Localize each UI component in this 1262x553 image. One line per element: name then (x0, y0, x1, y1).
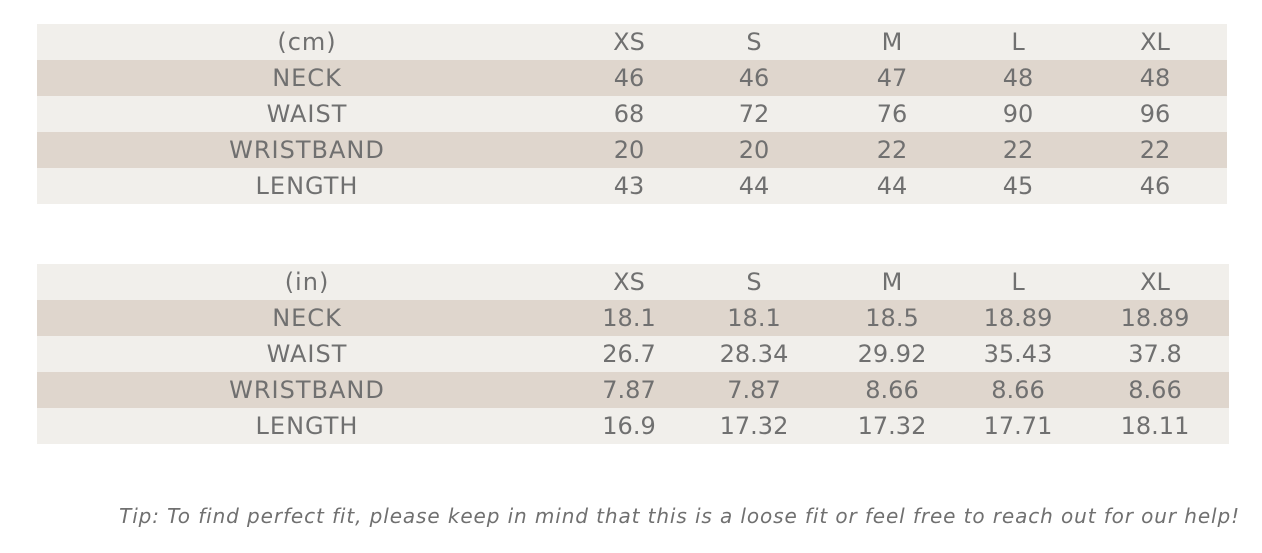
size-value: 18.1 (602, 304, 656, 332)
size-value: 46 (1139, 172, 1171, 200)
size-value: 37.8 (1128, 340, 1182, 368)
size-value: 18.1 (727, 304, 781, 332)
size-value: 17.32 (719, 412, 789, 440)
size-value: 7.87 (602, 376, 656, 404)
size-header: XS (613, 268, 645, 296)
size-value: 28.34 (719, 340, 789, 368)
size-value: 17.32 (857, 412, 927, 440)
unit-label: (cm) (277, 28, 337, 56)
size-header: S (746, 268, 762, 296)
size-value: 8.66 (865, 376, 919, 404)
measurement-label: NECK (272, 304, 342, 332)
size-value: 17.71 (983, 412, 1053, 440)
size-value: 43 (613, 172, 645, 200)
table-row: LENGTH 43 44 44 45 46 (37, 168, 1227, 204)
table-row: WAIST 26.7 28.34 29.92 35.43 37.8 (37, 336, 1229, 372)
size-header: L (1011, 28, 1025, 56)
size-header: S (746, 28, 762, 56)
size-table-cm: (cm) XS S M L XL NECK 46 46 47 48 48 WAIST 68 72 76 90 96… (37, 24, 1227, 204)
measurement-label: LENGTH (255, 412, 359, 440)
size-value: 90 (1002, 100, 1034, 128)
unit-label: (in) (284, 268, 330, 296)
size-value: 68 (613, 100, 645, 128)
measurement-label: LENGTH (255, 172, 359, 200)
table-row: NECK 46 46 47 48 48 (37, 60, 1227, 96)
measurement-label: NECK (272, 64, 342, 92)
table-row: LENGTH 16.9 17.32 17.32 17.71 18.11 (37, 408, 1229, 444)
size-value: 76 (876, 100, 908, 128)
size-value: 46 (613, 64, 645, 92)
size-value: 22 (1139, 136, 1171, 164)
size-value: 8.66 (1128, 376, 1182, 404)
size-value: 7.87 (727, 376, 781, 404)
size-table-in: (in) XS S M L XL NECK 18.1 18.1 18.5 18.89 18.89 WAI… (37, 264, 1229, 444)
size-value: 22 (876, 136, 908, 164)
size-value: 44 (738, 172, 770, 200)
size-header: XL (1140, 28, 1170, 56)
table-row: WRISTBAND 20 20 22 22 22 (37, 132, 1227, 168)
table-row: WAIST 68 72 76 90 96 (37, 96, 1227, 132)
size-value: 48 (1002, 64, 1034, 92)
size-value: 48 (1139, 64, 1171, 92)
table-header-row: (in) XS S M L XL (37, 264, 1229, 300)
size-value: 96 (1139, 100, 1171, 128)
size-header: L (1011, 268, 1025, 296)
size-header: M (881, 28, 903, 56)
size-value: 26.7 (602, 340, 656, 368)
table-row: NECK 18.1 18.1 18.5 18.89 18.89 (37, 300, 1229, 336)
size-value: 29.92 (857, 340, 927, 368)
measurement-label: WAIST (266, 100, 348, 128)
size-header: XL (1140, 268, 1170, 296)
size-value: 20 (738, 136, 770, 164)
measurement-label: WRISTBAND (229, 376, 385, 404)
size-value: 22 (1002, 136, 1034, 164)
measurement-label: WAIST (266, 340, 348, 368)
size-value: 20 (613, 136, 645, 164)
size-value: 18.89 (1120, 304, 1190, 332)
size-value: 35.43 (983, 340, 1053, 368)
size-header: M (881, 268, 903, 296)
size-value: 18.89 (983, 304, 1053, 332)
size-value: 8.66 (991, 376, 1045, 404)
size-value: 45 (1002, 172, 1034, 200)
table-header-row: (cm) XS S M L XL (37, 24, 1227, 60)
table-row: WRISTBAND 7.87 7.87 8.66 8.66 8.66 (37, 372, 1229, 408)
size-value: 46 (738, 64, 770, 92)
size-header: XS (613, 28, 645, 56)
size-value: 47 (876, 64, 908, 92)
size-value: 44 (876, 172, 908, 200)
fit-tip: Tip: To find perfect fit, please keep in… (119, 504, 1240, 528)
size-value: 72 (738, 100, 770, 128)
size-value: 18.11 (1120, 412, 1190, 440)
size-value: 16.9 (602, 412, 656, 440)
size-value: 18.5 (865, 304, 919, 332)
measurement-label: WRISTBAND (229, 136, 385, 164)
